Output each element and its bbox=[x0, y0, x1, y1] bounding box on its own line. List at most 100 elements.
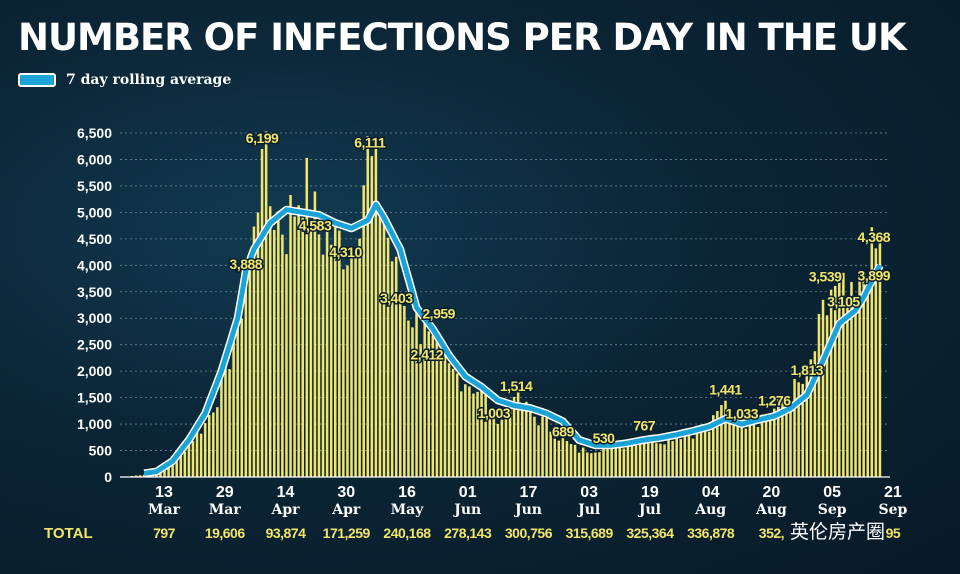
daily-bar bbox=[244, 271, 248, 477]
daily-bar bbox=[273, 229, 276, 477]
x-tick-day: 21 bbox=[884, 484, 902, 501]
x-tick-day: 20 bbox=[763, 484, 781, 501]
daily-bar bbox=[305, 157, 309, 477]
daily-bar bbox=[752, 423, 756, 477]
daily-bar bbox=[301, 218, 304, 477]
x-tick-month: Jul bbox=[637, 502, 661, 518]
daily-bar bbox=[533, 416, 536, 477]
daily-bar bbox=[695, 427, 699, 477]
daily-bar bbox=[216, 407, 219, 477]
data-label: 2,412 bbox=[411, 346, 444, 362]
y-tick-label: 1,500 bbox=[77, 390, 112, 406]
daily-bar bbox=[285, 254, 288, 477]
daily-bar bbox=[781, 400, 784, 477]
daily-bar bbox=[333, 220, 337, 477]
daily-bar bbox=[358, 238, 361, 477]
daily-bar bbox=[236, 302, 239, 477]
daily-bar bbox=[829, 289, 833, 477]
total-value: 95 bbox=[886, 525, 901, 541]
daily-bar bbox=[370, 156, 374, 477]
data-label: 767 bbox=[633, 417, 656, 433]
daily-bar bbox=[386, 237, 390, 477]
daily-bar bbox=[789, 401, 792, 477]
daily-bar bbox=[590, 453, 593, 477]
daily-bar bbox=[260, 148, 264, 477]
daily-bar bbox=[362, 185, 365, 477]
y-tick-label: 1,000 bbox=[77, 416, 112, 432]
daily-bar bbox=[350, 248, 353, 477]
daily-bar bbox=[394, 256, 398, 477]
daily-bar bbox=[419, 344, 422, 477]
daily-bar bbox=[793, 379, 796, 477]
y-tick-label: 6,500 bbox=[77, 125, 112, 141]
daily-bar bbox=[529, 411, 532, 477]
x-tick-month: Aug bbox=[694, 502, 726, 518]
daily-bar bbox=[687, 433, 691, 477]
daily-bar bbox=[817, 313, 821, 477]
daily-bar bbox=[293, 216, 296, 478]
data-label: 1,441 bbox=[709, 382, 742, 398]
daily-bar bbox=[825, 315, 829, 477]
daily-bar bbox=[833, 285, 837, 477]
data-label: 3,539 bbox=[809, 269, 842, 285]
daily-bar bbox=[598, 452, 601, 477]
daily-bar bbox=[736, 410, 739, 477]
daily-bar bbox=[472, 393, 475, 477]
daily-bar bbox=[557, 440, 561, 477]
daily-bar bbox=[504, 408, 508, 477]
data-label: 1,033 bbox=[725, 405, 758, 421]
total-value: 336,878 bbox=[687, 525, 735, 541]
daily-bar bbox=[228, 369, 231, 477]
daily-bar bbox=[195, 431, 199, 477]
daily-bar bbox=[423, 320, 426, 477]
daily-bar bbox=[764, 415, 768, 477]
legend: 7 day rolling average bbox=[18, 72, 231, 88]
data-label: 3,888 bbox=[230, 256, 263, 272]
y-tick-label: 3,000 bbox=[77, 310, 112, 326]
daily-bar bbox=[659, 443, 662, 477]
daily-bar bbox=[163, 468, 166, 477]
daily-bar bbox=[443, 353, 447, 477]
daily-bar bbox=[622, 448, 626, 477]
daily-bar bbox=[492, 407, 496, 477]
daily-bar bbox=[459, 391, 463, 477]
y-tick-label: 2,000 bbox=[77, 363, 112, 379]
daily-bar bbox=[427, 331, 430, 477]
daily-bar bbox=[476, 391, 479, 477]
y-tick-label: 5,000 bbox=[77, 204, 112, 220]
daily-bar bbox=[699, 431, 703, 477]
y-tick-label: 5,500 bbox=[77, 178, 112, 194]
daily-bar bbox=[488, 412, 491, 477]
daily-bar bbox=[191, 441, 195, 477]
data-label: 530 bbox=[593, 430, 616, 446]
daily-bar bbox=[777, 396, 780, 477]
daily-bar bbox=[520, 406, 524, 477]
total-value: 19,606 bbox=[205, 525, 246, 541]
daily-bar bbox=[199, 433, 203, 477]
daily-bar bbox=[329, 244, 333, 477]
daily-bar bbox=[667, 435, 670, 477]
daily-bar bbox=[732, 419, 735, 477]
data-label: 6,199 bbox=[246, 130, 279, 146]
daily-bar bbox=[671, 441, 674, 477]
total-value: 325,364 bbox=[626, 525, 674, 541]
daily-bar bbox=[220, 375, 223, 477]
daily-bar bbox=[175, 456, 178, 477]
x-tick-month: May bbox=[391, 502, 425, 518]
daily-bar bbox=[838, 273, 841, 477]
daily-bar bbox=[724, 400, 727, 477]
x-tick-day: 13 bbox=[155, 484, 173, 501]
daily-bar bbox=[382, 222, 386, 477]
x-tick-month: Sep bbox=[818, 502, 847, 518]
daily-bar bbox=[594, 452, 597, 477]
daily-bar bbox=[264, 131, 268, 477]
daily-bar bbox=[846, 298, 849, 477]
daily-bar bbox=[138, 475, 142, 477]
daily-bar bbox=[565, 441, 569, 477]
daily-bar bbox=[618, 444, 622, 477]
daily-bar bbox=[447, 363, 451, 477]
data-label: 6,111 bbox=[354, 135, 386, 151]
daily-bar bbox=[313, 191, 317, 477]
daily-bar bbox=[573, 444, 577, 477]
